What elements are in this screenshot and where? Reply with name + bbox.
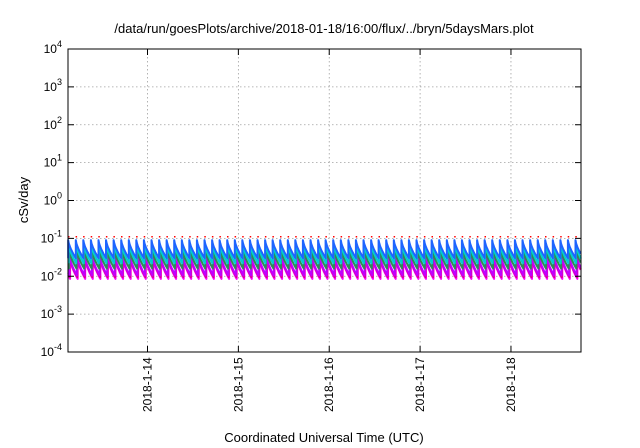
series-line-4: [67, 248, 582, 270]
series-line-5: [67, 243, 582, 265]
x-tick-label: 2018-1-15: [231, 357, 245, 412]
y-tick-label: 10-4: [41, 342, 62, 359]
grid-lines: [68, 49, 581, 352]
chart-title: /data/run/goesPlots/archive/2018-01-18/1…: [114, 21, 534, 36]
y-tick-label: 104: [44, 39, 62, 56]
x-axis: 2018-1-14 2018-1-15 2018-1-16 2018-1-17 2018…: [141, 49, 518, 412]
data-series: [67, 236, 582, 280]
y-tick-label: 10-3: [41, 304, 62, 321]
series-line-6: [67, 239, 582, 260]
x-axis-label: Coordinated Universal Time (UTC): [224, 430, 423, 445]
y-tick-label: 102: [44, 115, 62, 132]
x-tick-label: 2018-1-18: [504, 357, 518, 412]
x-tick-label: 2018-1-14: [141, 357, 155, 412]
x-tick-label: 2018-1-17: [413, 357, 427, 412]
y-axis-label: cSv/day: [16, 176, 31, 223]
y-tick-label: 101: [44, 153, 62, 170]
y-tick-label: 10-2: [41, 266, 62, 283]
y-axis: 10-4 10-3 10-2 10-1 100 101 102 103 104: [41, 39, 581, 359]
y-tick-label: 10-1: [41, 228, 62, 245]
y-tick-label: 100: [44, 191, 62, 208]
y-tick-label: 103: [44, 77, 62, 94]
x-tick-label: 2018-1-16: [322, 357, 336, 412]
